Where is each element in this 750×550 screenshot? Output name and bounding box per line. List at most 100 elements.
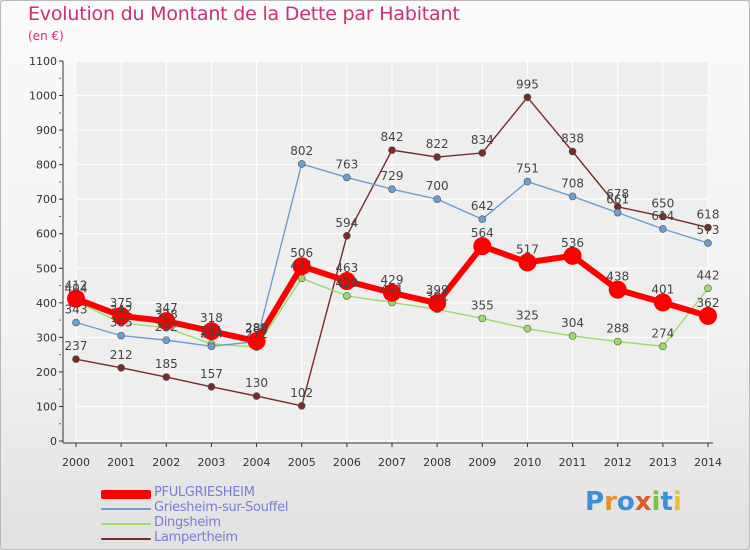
y-tick-label: 1100 — [29, 55, 57, 68]
data-point — [478, 149, 487, 157]
data-point — [473, 237, 492, 256]
y-tick-label: 700 — [36, 193, 57, 206]
data-point — [659, 212, 667, 221]
legend-item: Dingsheim — [101, 515, 401, 531]
y-tick-label: 1000 — [29, 90, 57, 103]
logo-letter: r — [604, 487, 617, 517]
data-label: 399 — [426, 283, 449, 297]
data-label: 288 — [245, 322, 268, 336]
data-label: 289 — [245, 321, 268, 335]
x-tick-label: 2011 — [559, 456, 587, 469]
y-tick-label: 400 — [36, 297, 57, 310]
legend-item: PFULGRIESHEIM — [101, 485, 401, 501]
data-point — [659, 225, 667, 233]
data-label: 661 — [606, 193, 629, 207]
data-point — [247, 332, 266, 351]
data-label: 594 — [335, 216, 358, 230]
x-tick-label: 2007 — [378, 456, 406, 469]
data-label: 292 — [155, 320, 178, 334]
data-label: 573 — [697, 223, 720, 237]
data-point — [297, 401, 306, 410]
data-point — [207, 342, 216, 351]
data-label: 650 — [651, 196, 674, 210]
data-label: 838 — [561, 132, 584, 146]
data-label: 471 — [290, 258, 313, 272]
legend-swatch — [101, 489, 151, 499]
data-label: 678 — [606, 187, 629, 201]
legend-swatch — [101, 523, 151, 525]
x-tick-label: 2014 — [694, 456, 722, 469]
data-label: 274 — [200, 326, 223, 340]
data-point — [162, 373, 171, 381]
x-tick-label: 2000 — [62, 456, 90, 469]
data-label: 375 — [110, 296, 133, 310]
data-label: 342 — [110, 303, 133, 317]
data-label: 304 — [561, 316, 584, 330]
data-point — [653, 293, 672, 312]
data-label: 274 — [651, 326, 674, 340]
data-point — [433, 153, 441, 161]
y-tick-label: 600 — [36, 228, 57, 241]
legend-swatch — [101, 508, 151, 510]
legend-swatch — [101, 538, 151, 540]
data-point — [117, 363, 125, 372]
data-point — [568, 147, 577, 156]
data-label: 442 — [697, 268, 720, 282]
data-label: 102 — [290, 386, 313, 400]
legend-item: Lampertheim — [101, 530, 401, 546]
data-label: 237 — [65, 339, 88, 353]
data-label: 404 — [65, 281, 88, 295]
data-point — [292, 257, 311, 276]
legend: PFULGRIESHEIM Griesheim-sur-Souffel Dingsh… — [101, 485, 401, 546]
chart-title: Evolution du Montant de la Dette par Hab… — [28, 3, 460, 25]
x-tick-label: 2005 — [288, 456, 316, 469]
x-tick-label: 2006 — [333, 456, 361, 469]
data-label: 642 — [471, 199, 494, 213]
data-point — [72, 355, 80, 363]
legend-item: Griesheim-sur-Souffel — [101, 500, 401, 516]
y-tick-label: 900 — [36, 124, 57, 137]
logo-letter: i — [651, 487, 661, 517]
data-point — [704, 284, 712, 293]
data-point — [613, 208, 622, 217]
data-label: 995 — [516, 77, 539, 91]
data-label: 325 — [516, 309, 539, 323]
data-label: 842 — [381, 130, 404, 144]
x-tick-label: 2001 — [107, 456, 135, 469]
data-point — [523, 177, 532, 186]
data-point — [72, 318, 80, 327]
data-point — [162, 336, 171, 344]
data-point — [568, 332, 577, 340]
x-tick-label: 2003 — [197, 456, 225, 469]
x-tick-label: 2002 — [152, 456, 180, 469]
y-tick-label: 0 — [50, 435, 57, 448]
data-label: 347 — [155, 301, 178, 315]
data-point — [388, 146, 396, 154]
data-label: 130 — [245, 376, 268, 390]
data-point — [428, 294, 447, 313]
data-label: 343 — [65, 303, 88, 317]
legend-label: Dingsheim — [154, 515, 221, 530]
data-label: 751 — [516, 162, 539, 176]
x-tick-label: 2013 — [649, 456, 677, 469]
data-point — [478, 215, 487, 224]
data-point — [157, 312, 176, 331]
data-label: 157 — [200, 367, 223, 381]
data-label: 564 — [471, 226, 494, 240]
data-label: 412 — [65, 279, 88, 293]
data-label: 429 — [381, 273, 404, 287]
data-point — [608, 280, 627, 299]
data-label: 700 — [426, 179, 449, 193]
logo-letter: x — [634, 487, 652, 517]
data-label: 281 — [200, 324, 223, 338]
data-label: 381 — [426, 289, 449, 303]
data-point — [699, 306, 717, 325]
data-label: 185 — [155, 357, 178, 371]
data-label: 272 — [245, 327, 268, 341]
data-point — [343, 292, 351, 300]
data-point — [117, 331, 125, 340]
x-tick-label: 2012 — [604, 456, 632, 469]
data-point — [433, 195, 441, 203]
y-tick-label: 500 — [36, 262, 57, 275]
